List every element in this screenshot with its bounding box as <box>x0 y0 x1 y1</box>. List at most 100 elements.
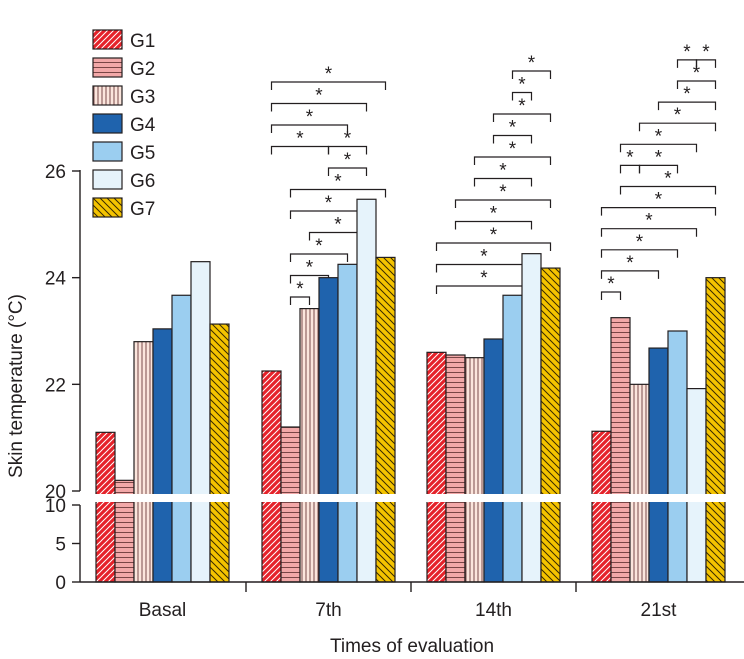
y-tick-label-26: 26 <box>45 162 66 183</box>
significance-bracket-21st-g1-g6: * <box>600 211 698 237</box>
significance-star: * <box>334 172 342 193</box>
significance-star: * <box>296 279 304 300</box>
significance-bracket-21st-g4-g7: * <box>657 84 717 111</box>
significance-bracket-14th-g5-g7: * <box>511 53 552 79</box>
bar-21st-g1 <box>591 430 612 583</box>
y-tick-label-22: 22 <box>45 375 66 396</box>
significance-bracket-7th-g1-g5: * <box>270 107 349 133</box>
significance-bracket-21st-g2-g3: * <box>619 147 641 174</box>
bar-14th-g5 <box>502 294 523 583</box>
y-tick-lower-label-10: 10 <box>45 496 66 517</box>
significance-star: * <box>518 96 526 117</box>
significance-star: * <box>499 182 507 203</box>
y-tick-lower-label-5: 5 <box>55 535 66 556</box>
bar-basal-g3 <box>133 341 154 583</box>
bar-21st-g4 <box>648 347 669 583</box>
significance-bracket-21st-g1-g7: * <box>600 190 717 216</box>
significance-star: * <box>480 268 488 289</box>
bar-21st-g6 <box>686 388 707 583</box>
significance-bracket-7th-g2-g7: * <box>289 172 387 198</box>
bar-basal-g7 <box>209 323 230 583</box>
significance-bracket-14th-g3-g6: * <box>473 161 533 187</box>
y-tick-lower-label-0: 0 <box>55 573 66 594</box>
bar-7th-g4 <box>318 277 339 583</box>
bar-7th-g5 <box>337 263 358 583</box>
significance-star: * <box>315 86 323 107</box>
bar-14th-g2 <box>445 354 466 583</box>
legend-label-g5: G5 <box>130 143 155 164</box>
bar-7th-g6 <box>356 198 377 583</box>
significance-star: * <box>325 193 333 214</box>
significance-star: * <box>509 139 517 160</box>
legend-label-g2: G2 <box>130 59 155 80</box>
legend-label-g4: G4 <box>130 115 156 136</box>
significance-star: * <box>509 118 517 139</box>
x-tick-label-14th: 14th <box>475 600 512 621</box>
legend-label-g7: G7 <box>130 199 155 220</box>
bar-14th-g4 <box>483 338 504 583</box>
bar-21st-g3 <box>629 383 650 583</box>
significance-bracket-21st-g5-g7: * <box>676 63 717 89</box>
legend-label-g3: G3 <box>130 87 155 108</box>
significance-bracket-21st-g1-g2: * <box>600 274 622 300</box>
significance-bracket-14th-g3-g7: * <box>473 139 552 165</box>
significance-bracket-7th-g1-g6: * <box>270 86 368 112</box>
legend-swatch-g7 <box>92 197 123 218</box>
significance-bracket-7th-g4-g6: * <box>327 129 368 155</box>
legend-label-g6: G6 <box>130 171 155 192</box>
significance-star: * <box>306 107 314 128</box>
x-tick-label-7th: 7th <box>315 600 341 621</box>
bar-basal-g1 <box>95 431 116 583</box>
significance-star: * <box>702 42 710 63</box>
significance-star: * <box>490 225 498 246</box>
significance-brackets: ******** ********************** ****** * <box>270 42 717 305</box>
significance-star: * <box>655 190 663 211</box>
significance-star: * <box>664 169 672 190</box>
significance-bracket-21st-g3-g5: * <box>638 147 679 174</box>
bar-7th-g2 <box>280 426 301 583</box>
x-axis-title: Times of evaluation <box>330 636 494 657</box>
significance-bracket-7th-g2-g3: * <box>289 279 311 305</box>
legend-swatch-g6 <box>92 169 123 190</box>
significance-star: * <box>626 253 634 274</box>
bar-7th-g7 <box>375 256 396 583</box>
significance-star: * <box>490 204 498 225</box>
significance-star: * <box>518 75 526 96</box>
legend-label-g1: G1 <box>130 31 155 52</box>
significance-bracket-21st-g2-g6: * <box>619 126 698 153</box>
significance-star: * <box>626 147 634 168</box>
y-tick-label-20: 20 <box>45 482 66 503</box>
bar-21st-g5 <box>667 330 688 583</box>
significance-star: * <box>315 236 323 257</box>
significance-star: * <box>296 129 304 150</box>
significance-star: * <box>655 147 663 168</box>
significance-bracket-21st-g1-g5: * <box>600 232 679 258</box>
significance-bracket-21st-g3-g7: * <box>638 105 717 132</box>
bar-21st-g2 <box>610 317 631 583</box>
bars <box>95 198 726 583</box>
bar-7th-g3 <box>299 308 320 583</box>
significance-star: * <box>693 63 701 84</box>
significance-star: * <box>683 42 691 63</box>
significance-bracket-14th-g1-g7: * <box>435 225 552 251</box>
significance-bracket-7th-g1-g7: * <box>270 64 387 90</box>
significance-star: * <box>528 53 536 74</box>
legend-swatch-g4 <box>92 113 123 134</box>
significance-star: * <box>306 258 314 279</box>
significance-star: * <box>499 161 507 182</box>
significance-bracket-21st-g1-g4: * <box>600 253 660 279</box>
significance-star: * <box>344 150 352 171</box>
bar-basal-g5 <box>171 294 192 583</box>
significance-bracket-14th-g4-g7: * <box>492 96 552 122</box>
significance-bracket-14th-g2-g7: * <box>454 182 552 208</box>
x-tick-label-21st: 21st <box>641 600 678 621</box>
legend-swatch-g5 <box>92 141 123 162</box>
y-axis-title: Skin temperature (°C) <box>6 294 27 478</box>
significance-star: * <box>636 232 644 253</box>
significance-star: * <box>480 247 488 268</box>
legend-swatch-g3 <box>92 85 123 106</box>
significance-star: * <box>655 126 663 147</box>
x-axis-ticks: Basal 7th 14th 21st <box>139 582 677 621</box>
significance-star: * <box>325 64 333 85</box>
